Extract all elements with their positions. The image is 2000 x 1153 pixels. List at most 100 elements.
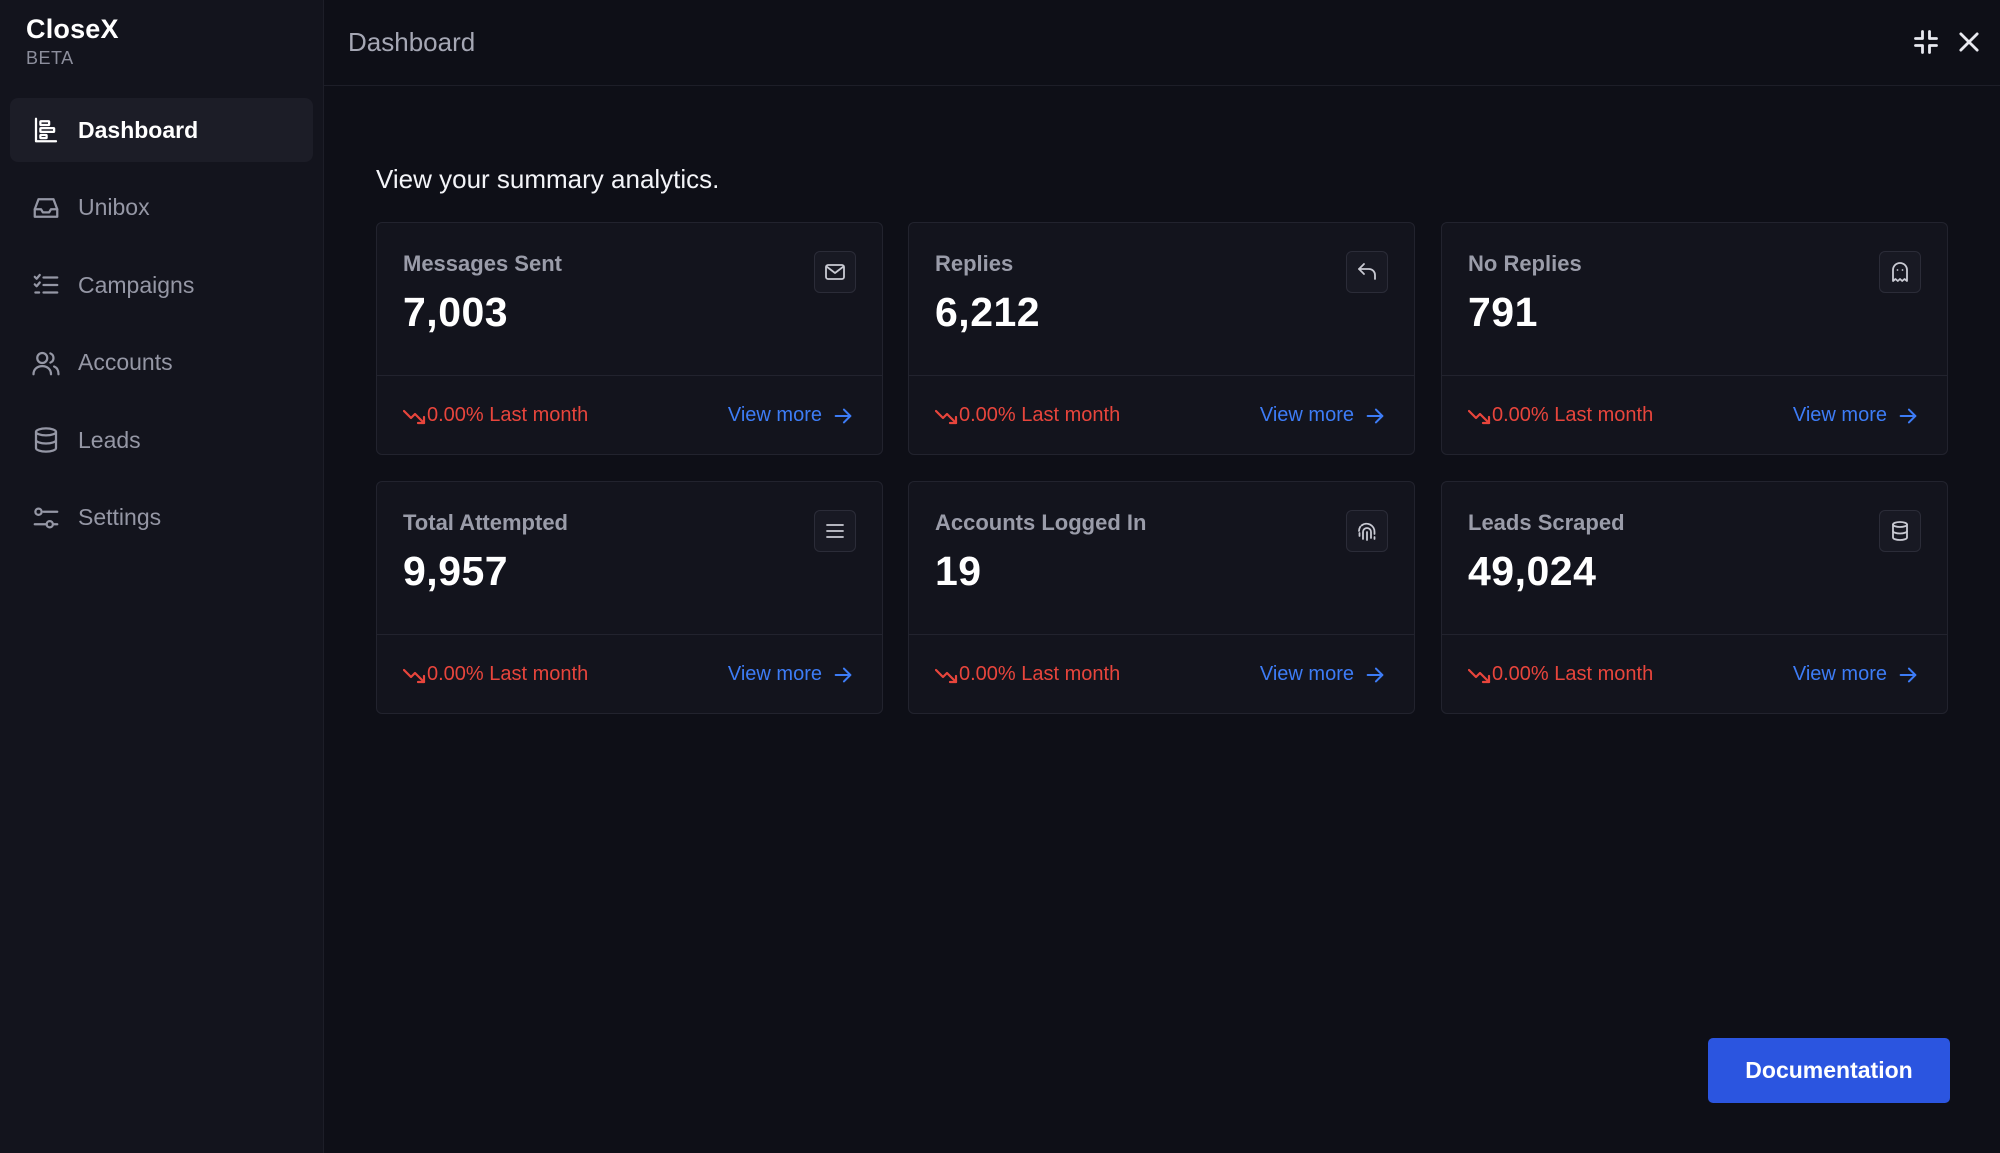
arrow-right-icon bbox=[1899, 408, 1917, 423]
page-title: Dashboard bbox=[348, 27, 476, 57]
sidebar-item-campaigns[interactable]: Campaigns bbox=[10, 253, 313, 317]
trend-indicator: 0.00% Last month bbox=[403, 663, 588, 686]
menu-icon bbox=[814, 510, 856, 552]
view-more-link[interactable]: View more bbox=[1793, 663, 1919, 686]
view-more-link[interactable]: View more bbox=[728, 404, 854, 427]
stat-card-accounts-logged-in: Accounts Logged In 19 0.00% Last month V… bbox=[908, 481, 1415, 714]
sliders-icon bbox=[30, 502, 62, 534]
trend-indicator: 0.00% Last month bbox=[935, 663, 1120, 686]
sidebar-item-label: Dashboard bbox=[78, 116, 199, 143]
view-more-link[interactable]: View more bbox=[1260, 663, 1386, 686]
brand: CloseX BETA bbox=[26, 14, 119, 69]
sidebar-item-leads[interactable]: Leads bbox=[10, 408, 313, 472]
checklist-icon bbox=[30, 269, 62, 301]
card-header: Accounts Logged In 19 bbox=[909, 482, 1414, 635]
documentation-button[interactable]: Documentation bbox=[1708, 1038, 1950, 1103]
card-header: Total Attempted 9,957 bbox=[377, 482, 882, 635]
trend-indicator: 0.00% Last month bbox=[1468, 404, 1653, 427]
trend-indicator: 0.00% Last month bbox=[1468, 663, 1653, 686]
close-icon bbox=[1959, 32, 1979, 52]
stat-card-no-replies: No Replies 791 0.00% Last month View mor… bbox=[1441, 222, 1948, 455]
card-label: Total Attempted bbox=[403, 510, 568, 535]
brand-tag: BETA bbox=[26, 48, 74, 68]
arrow-right-icon bbox=[1366, 667, 1384, 682]
trend-down-icon bbox=[403, 409, 426, 424]
card-value: 9,957 bbox=[403, 548, 509, 594]
sidebar-item-label: Leads bbox=[78, 426, 141, 453]
sidebar-item-label: Settings bbox=[78, 504, 162, 530]
stat-card-messages-sent: Messages Sent 7,003 0.00% Last month Vie… bbox=[376, 222, 883, 455]
view-more-link[interactable]: View more bbox=[1260, 404, 1386, 427]
view-more-link[interactable]: View more bbox=[1793, 404, 1919, 427]
sidebar-item-settings[interactable]: Settings bbox=[10, 486, 313, 550]
card-footer: 0.00% Last month View more bbox=[377, 376, 882, 454]
trend-down-icon bbox=[403, 668, 426, 683]
sidebar-item-dashboard[interactable]: Dashboard bbox=[10, 98, 313, 162]
trend-down-icon bbox=[1468, 409, 1491, 424]
inbox-icon bbox=[30, 192, 62, 224]
brand-name: CloseX bbox=[26, 14, 119, 44]
trend-text: 0.00% Last month bbox=[427, 404, 589, 426]
card-header: Leads Scraped 49,024 bbox=[1442, 482, 1947, 635]
page-subtitle: View your summary analytics. bbox=[376, 164, 720, 194]
sidebar: CloseX BETA Dashboard Unibox Campaign bbox=[0, 0, 324, 1153]
arrow-right-icon bbox=[1899, 667, 1917, 682]
stat-card-replies: Replies 6,212 0.00% Last month View more bbox=[908, 222, 1415, 455]
arrow-right-icon bbox=[834, 667, 852, 682]
trend-down-icon bbox=[935, 668, 958, 683]
card-value: 19 bbox=[935, 548, 982, 594]
view-more-label: View more bbox=[1792, 404, 1887, 426]
view-more-link[interactable]: View more bbox=[728, 663, 854, 686]
mail-icon bbox=[814, 251, 856, 293]
database-icon bbox=[1879, 510, 1921, 552]
trend-text: 0.00% Last month bbox=[427, 663, 589, 685]
trend-indicator: 0.00% Last month bbox=[935, 404, 1120, 427]
trend-text: 0.00% Last month bbox=[1492, 404, 1654, 426]
collapse-icon bbox=[1914, 30, 1938, 54]
database-icon bbox=[30, 424, 62, 456]
card-label: Accounts Logged In bbox=[935, 510, 1147, 535]
sidebar-item-label: Accounts bbox=[78, 349, 173, 375]
view-more-label: View more bbox=[1259, 404, 1354, 426]
sidebar-item-label: Campaigns bbox=[78, 271, 195, 298]
card-footer: 0.00% Last month View more bbox=[1442, 376, 1947, 454]
reply-icon bbox=[1346, 251, 1388, 293]
card-footer: 0.00% Last month View more bbox=[1442, 635, 1947, 713]
card-label: Messages Sent bbox=[403, 251, 562, 276]
card-value: 6,212 bbox=[935, 289, 1041, 335]
collapse-button[interactable] bbox=[1910, 26, 1942, 58]
trend-text: 0.00% Last month bbox=[1492, 663, 1654, 685]
top-bar: Dashboard bbox=[324, 0, 2000, 86]
card-label: No Replies bbox=[1468, 251, 1582, 276]
sidebar-item-label: Unibox bbox=[78, 194, 150, 220]
close-button[interactable] bbox=[1953, 26, 1985, 58]
sidebar-item-unibox[interactable]: Unibox bbox=[10, 176, 313, 240]
card-header: No Replies 791 bbox=[1442, 223, 1947, 376]
arrow-right-icon bbox=[834, 408, 852, 423]
arrow-right-icon bbox=[1366, 408, 1384, 423]
card-label: Leads Scraped bbox=[1468, 510, 1625, 535]
card-footer: 0.00% Last month View more bbox=[909, 635, 1414, 713]
fingerprint-icon bbox=[1346, 510, 1388, 552]
card-header: Replies 6,212 bbox=[909, 223, 1414, 376]
trend-down-icon bbox=[1468, 668, 1491, 683]
card-header: Messages Sent 7,003 bbox=[377, 223, 882, 376]
card-footer: 0.00% Last month View more bbox=[377, 635, 882, 713]
main-content: Dashboard View your summary analytics. M… bbox=[324, 0, 2000, 1153]
trend-text: 0.00% Last month bbox=[959, 663, 1121, 685]
dashboard-icon bbox=[30, 114, 62, 146]
view-more-label: View more bbox=[727, 663, 822, 685]
ghost-icon bbox=[1879, 251, 1921, 293]
stat-card-total-attempted: Total Attempted 9,957 0.00% Last month V… bbox=[376, 481, 883, 714]
view-more-label: View more bbox=[1792, 663, 1887, 685]
view-more-label: View more bbox=[727, 404, 822, 426]
trend-indicator: 0.00% Last month bbox=[403, 404, 588, 427]
card-value: 7,003 bbox=[403, 289, 509, 335]
sidebar-item-accounts[interactable]: Accounts bbox=[10, 331, 313, 395]
view-more-label: View more bbox=[1259, 663, 1354, 685]
users-icon bbox=[30, 347, 62, 379]
card-value: 791 bbox=[1468, 289, 1538, 335]
card-label: Replies bbox=[935, 251, 1014, 276]
sidebar-nav: Dashboard Unibox Campaigns Accounts bbox=[10, 98, 313, 563]
